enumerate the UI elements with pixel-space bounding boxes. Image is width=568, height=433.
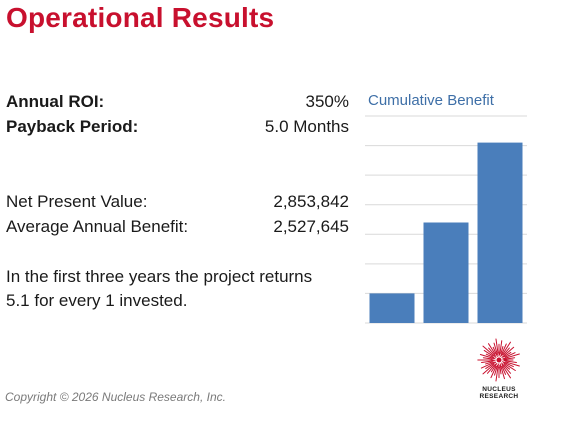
- logo-ray: [480, 361, 495, 369]
- logo-ray: [503, 357, 516, 360]
- logo-ray: [499, 363, 505, 380]
- logo-ray: [501, 362, 512, 374]
- logo-ray: [495, 363, 499, 382]
- logo-ray: [500, 346, 504, 354]
- bar-year-3: [477, 142, 523, 323]
- logo-word-research: RESEARCH: [479, 393, 519, 400]
- logo-ray: [485, 353, 495, 359]
- logo-ray: [482, 364, 495, 375]
- logo-ray: [501, 341, 511, 356]
- logo-ray: [499, 364, 502, 375]
- logo-ray: [481, 360, 496, 363]
- logo-ray: [504, 352, 516, 358]
- logo-ray: [503, 351, 512, 358]
- logo-ray: [488, 347, 496, 357]
- logo-ray: [483, 349, 494, 357]
- annual-roi-label: Annual ROI:: [6, 92, 105, 111]
- logo-ray: [494, 364, 498, 376]
- nucleus-research-logo: NUCLEUS RESEARCH: [472, 338, 526, 408]
- logo-ray: [485, 361, 497, 370]
- cumulative-benefit-chart: [365, 112, 527, 324]
- payback-period-label: Payback Period:: [6, 117, 139, 136]
- logo-ray: [505, 361, 520, 367]
- logo-ray: [499, 340, 503, 356]
- logo-ray: [482, 345, 497, 358]
- average-annual-benefit-label: Average Annual Benefit:: [6, 217, 189, 236]
- summary-line-2: 5.1 for every 1 invested.: [6, 291, 188, 310]
- logo-ray: [488, 343, 496, 355]
- net-present-value-label: Net Present Value:: [6, 192, 148, 211]
- logo-ray: [490, 365, 497, 379]
- logo-ray: [501, 365, 507, 375]
- summary-line-1: In the first three years the project ret…: [6, 267, 313, 286]
- logo-ray: [501, 346, 515, 358]
- logo-ray: [492, 346, 498, 357]
- logo-ray: [485, 361, 493, 365]
- logo-ray: [502, 361, 514, 368]
- logo-ray: [482, 357, 493, 360]
- payback-period-row: Payback Period: 5.0 Months: [6, 116, 349, 138]
- net-present-value-value: 2,853,842: [273, 192, 349, 211]
- logo-ray: [503, 360, 517, 363]
- logo-ray: [490, 362, 498, 373]
- bar-year-1: [369, 293, 415, 323]
- logo-ray: [500, 343, 507, 357]
- annual-roi-row: Annual ROI: 350%: [6, 91, 349, 113]
- summary-text: In the first three years the project ret…: [6, 265, 346, 313]
- page-title: Operational Results: [6, 2, 275, 33]
- average-annual-benefit-row: Average Annual Benefit: 2,527,645: [6, 216, 349, 238]
- logo-ray: [503, 347, 510, 356]
- logo-ray: [502, 353, 520, 360]
- logo-ray: [495, 338, 499, 354]
- net-present-value-row: Net Present Value: 2,853,842: [6, 191, 349, 213]
- annual-roi-value: 350%: [305, 92, 349, 111]
- logo-ray: [503, 364, 511, 370]
- logo-ray: [503, 362, 516, 371]
- logo-word-nucleus: NUCLEUS: [482, 386, 516, 393]
- starburst-logo-icon: [477, 338, 520, 382]
- chart-title: Cumulative Benefit: [368, 92, 494, 109]
- copyright-text: Copyright © 2026 Nucleus Research, Inc.: [5, 390, 226, 404]
- logo-ray: [493, 342, 498, 356]
- logo-ray: [486, 363, 496, 374]
- bar-year-2: [423, 222, 469, 323]
- logo-ray: [479, 354, 496, 360]
- chart-svg: [365, 115, 527, 324]
- average-annual-benefit-value: 2,527,645: [273, 217, 349, 236]
- payback-period-value: 5.0 Months: [264, 117, 349, 136]
- logo-center: [496, 357, 502, 363]
- logo-ray: [501, 364, 511, 379]
